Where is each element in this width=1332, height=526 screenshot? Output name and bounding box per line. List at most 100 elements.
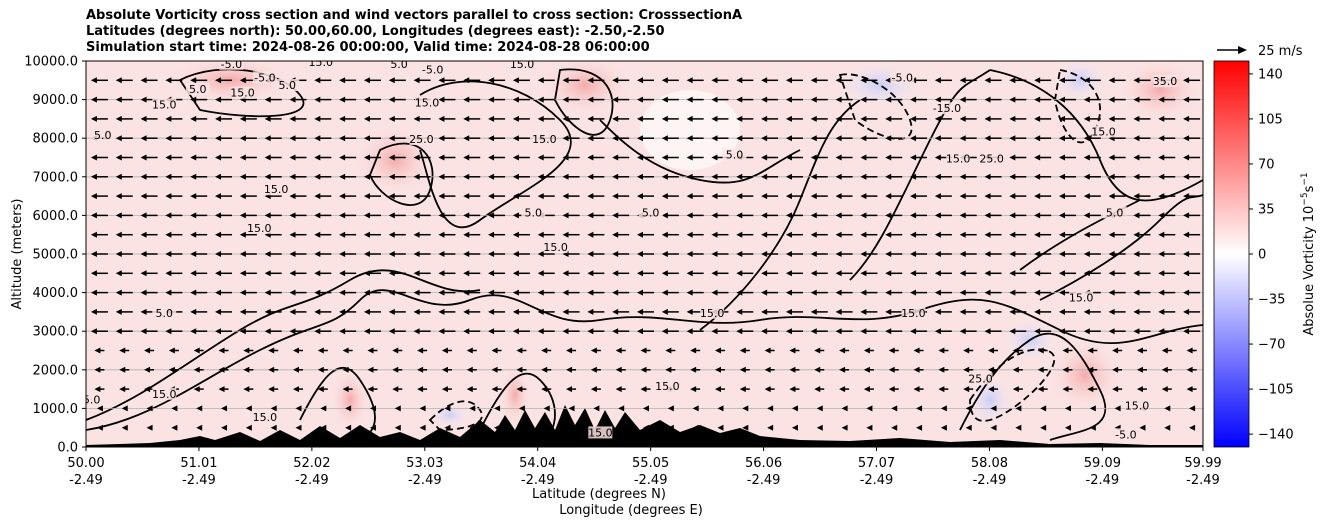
colorbar-label-main: Absolue Vorticity 10 <box>1302 206 1317 336</box>
wind-vector-head <box>1158 96 1165 103</box>
wind-vector-head <box>885 173 892 180</box>
wind-vector-head <box>1108 115 1115 122</box>
wind-vector-head <box>764 366 771 373</box>
wind-vector-head <box>367 347 374 354</box>
wind-vector-head <box>637 251 644 257</box>
wind-vector-head <box>317 366 324 373</box>
wind-vector-head <box>888 386 895 393</box>
wind-vector-head <box>488 231 495 238</box>
wind-vector-head <box>587 251 594 257</box>
wind-vector-head <box>438 212 445 219</box>
wind-vector-head <box>959 270 966 277</box>
wind-vector-head <box>940 405 947 412</box>
wind-vector-head <box>413 308 420 315</box>
wind-vector-head <box>816 405 823 412</box>
wind-vector-head <box>1112 366 1119 373</box>
wind-vector-head <box>369 405 376 412</box>
wind-vector-head <box>90 96 97 103</box>
wind-vector-head <box>543 405 550 412</box>
wind-vector-head <box>810 328 817 335</box>
x-tick-label-lon: -2.49 <box>973 473 1007 488</box>
wind-vector-head <box>1089 424 1096 431</box>
wind-vector-head <box>90 173 97 180</box>
wind-vector-head <box>965 405 972 412</box>
wind-vector-head <box>835 96 842 103</box>
wind-vector-head <box>742 424 749 431</box>
wind-vector-head <box>661 328 668 335</box>
wind-vector-head <box>239 328 246 335</box>
wind-vector-head <box>1087 386 1094 393</box>
wind-vector-head <box>463 173 470 180</box>
wind-vector-head <box>562 289 569 296</box>
wind-vector-head <box>1189 405 1196 412</box>
wind-vector-head <box>959 251 966 257</box>
wind-vector-head <box>686 193 693 200</box>
wind-vector-head <box>243 386 250 393</box>
wind-vector-head <box>1183 193 1190 200</box>
wind-vector-head <box>1034 77 1041 84</box>
wind-vector-head <box>913 366 920 373</box>
x-tick-label-lon: -2.49 <box>69 473 103 488</box>
x-tick-label-lat: 57.07 <box>858 456 895 471</box>
wind-vector-head <box>90 154 97 161</box>
contour-label: 15.0 <box>1069 291 1094 304</box>
wind-vector-head <box>736 96 743 103</box>
y-tick-label: 2000.0 <box>33 363 79 378</box>
contour-label-bg <box>638 206 663 219</box>
wind-vector-head <box>239 154 246 161</box>
wind-vector-head <box>860 231 867 238</box>
wind-vector-head <box>339 173 346 180</box>
wind-vector-head <box>463 289 470 296</box>
colorbar-tick-label: −105 <box>1258 383 1294 398</box>
wind-vector-head <box>587 154 594 161</box>
wind-vector-head <box>885 231 892 238</box>
wind-vector-head <box>785 173 792 180</box>
y-tick-label: 10000.0 <box>24 55 78 70</box>
wind-vector-head <box>835 193 842 200</box>
wind-vector-head <box>615 386 622 393</box>
wind-vector-head <box>1183 77 1190 84</box>
wind-vector-head <box>388 193 395 200</box>
wind-vector-head <box>814 347 821 354</box>
wind-vector-head <box>342 386 349 393</box>
wind-vector-head <box>1009 154 1016 161</box>
wind-vector-head <box>438 289 445 296</box>
wind-vector-head <box>637 270 644 277</box>
contour-label-bg <box>1069 291 1094 304</box>
wind-vector-head <box>885 154 892 161</box>
wind-vector-head <box>839 366 846 373</box>
wind-vector-head <box>661 154 668 161</box>
wind-vector-head <box>165 115 172 122</box>
wind-vector-head <box>661 251 668 257</box>
wind-vector-head <box>488 193 495 200</box>
wind-vector-head <box>165 135 172 142</box>
x-tick-label-lon: -2.49 <box>1086 473 1120 488</box>
wind-vector-head <box>810 154 817 161</box>
wind-vector-head <box>891 424 898 431</box>
wind-vector-head <box>643 405 650 412</box>
wind-vector-head <box>1083 251 1090 257</box>
wind-vector-head <box>736 328 743 335</box>
wind-vector-head <box>115 231 122 238</box>
wind-vector-head <box>488 251 495 257</box>
x-tick-label-lon: -2.49 <box>182 473 216 488</box>
wind-vector-head <box>785 154 792 161</box>
wind-vector-head <box>1133 231 1140 238</box>
wind-vector-head <box>1034 231 1041 238</box>
contour-label: 5.0 <box>156 307 174 320</box>
wind-vector-head <box>463 115 470 122</box>
wind-vector-head <box>119 386 126 393</box>
contour-label: 15.0 <box>264 183 289 196</box>
wind-vector-head <box>115 135 122 142</box>
wind-vector-head <box>835 328 842 335</box>
wind-vector-head <box>537 173 544 180</box>
contour-label-bg <box>185 82 210 95</box>
x-tick-label-lat: 50.00 <box>67 456 104 471</box>
wind-vector-head <box>1083 135 1090 142</box>
wind-vector-head <box>444 405 451 412</box>
wind-vector-head <box>913 386 920 393</box>
field-blob <box>432 403 468 427</box>
wind-vector-head <box>665 366 672 373</box>
wind-vector-head <box>512 115 519 122</box>
wind-vector-head <box>1009 212 1016 219</box>
